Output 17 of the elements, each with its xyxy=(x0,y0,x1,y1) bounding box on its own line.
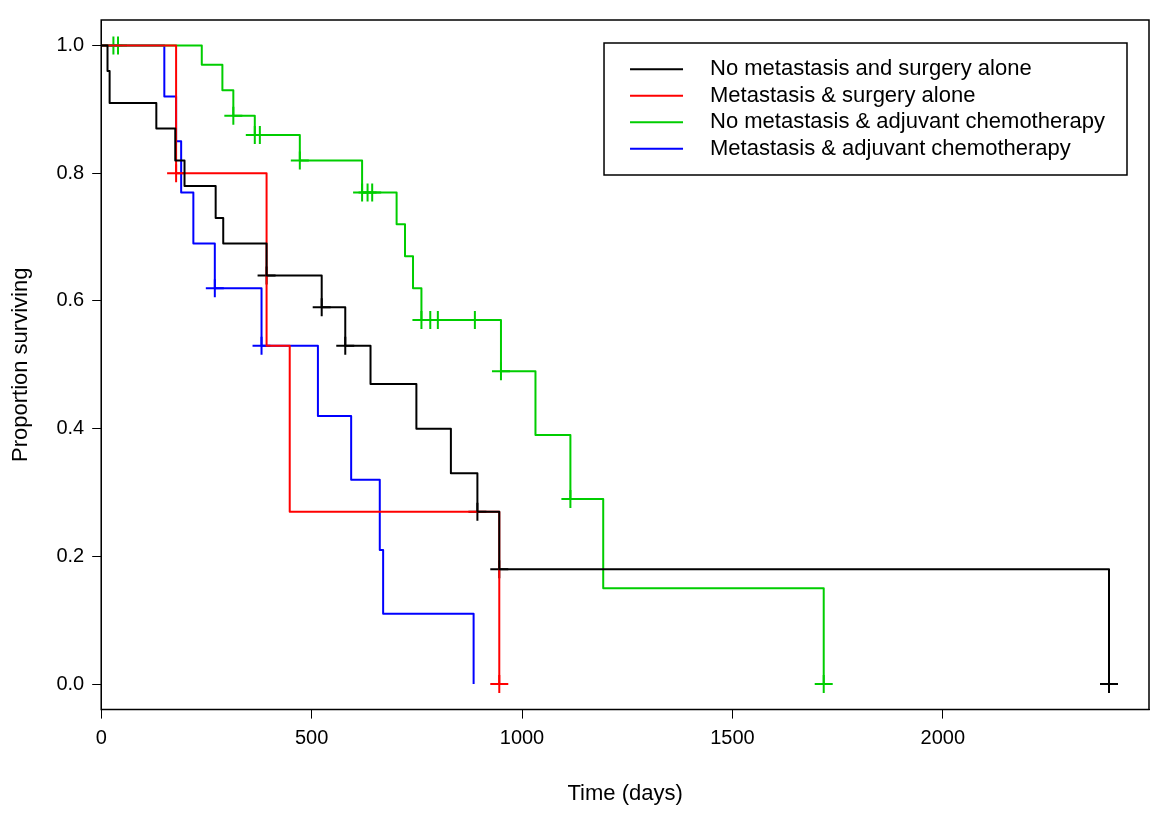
y-tick-label: 0.0 xyxy=(56,671,85,694)
y-tick-label: 0.6 xyxy=(56,288,85,311)
legend-label: No metastasis & adjuvant chemotherapy xyxy=(710,108,1105,134)
x-tick-label: 1500 xyxy=(710,726,755,749)
legend-label: No metastasis and surgery alone xyxy=(710,55,1032,81)
x-tick-label: 0 xyxy=(95,726,107,749)
x-tick-label: 2000 xyxy=(920,726,966,749)
y-axis-title: Proportion surviving xyxy=(7,267,33,463)
x-axis-title: Time (days) xyxy=(567,779,683,805)
legend-label: Metastasis & adjuvant chemotherapy xyxy=(710,134,1071,160)
y-tick-label: 1.0 xyxy=(56,33,85,56)
y-tick-label: 0.4 xyxy=(56,416,85,439)
y-tick-label: 0.2 xyxy=(56,543,85,566)
x-tick-label: 1000 xyxy=(499,726,545,749)
legend-label: Metastasis & surgery alone xyxy=(710,81,976,107)
y-tick-label: 0.8 xyxy=(56,160,85,183)
x-tick-label: 500 xyxy=(294,726,329,749)
